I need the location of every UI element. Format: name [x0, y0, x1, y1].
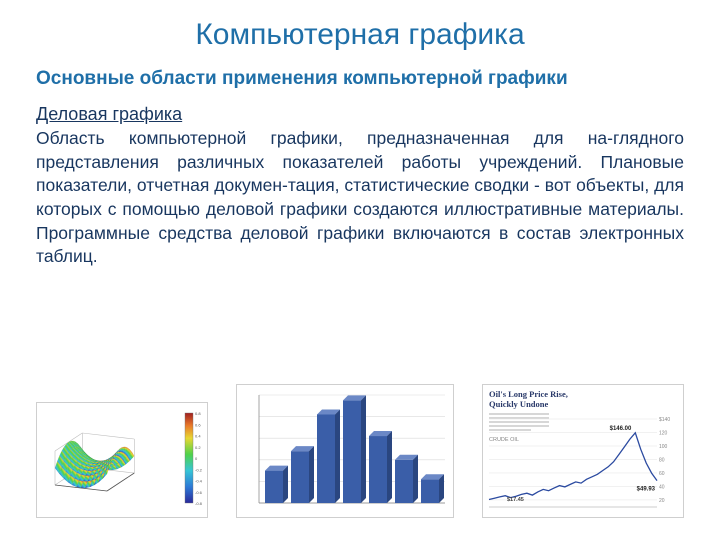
svg-text:20: 20	[659, 498, 665, 504]
figure-row: 0.80.60.40.20-0.2-0.4-0.6-0.8 Oil's Long…	[36, 384, 684, 518]
svg-text:120: 120	[659, 430, 668, 436]
svg-text:40: 40	[659, 484, 665, 490]
svg-text:$140: $140	[659, 417, 670, 423]
svg-text:$146.00: $146.00	[610, 426, 632, 432]
svg-text:$49.93: $49.93	[637, 487, 656, 493]
topic-heading: Деловая графика	[36, 104, 684, 125]
section-subtitle: Основные области применения компьютерной…	[36, 68, 684, 90]
svg-text:0.2: 0.2	[195, 445, 201, 450]
svg-text:-0.4: -0.4	[195, 479, 203, 484]
figure-surface-plot: 0.80.60.40.20-0.2-0.4-0.6-0.8	[36, 402, 208, 518]
svg-text:0.4: 0.4	[195, 434, 201, 439]
body-text: Область компьютерной графики, предназнач…	[36, 127, 684, 269]
svg-text:-0.2: -0.2	[195, 467, 203, 472]
svg-text:-0.8: -0.8	[195, 501, 203, 506]
svg-text:-0.6: -0.6	[195, 490, 203, 495]
svg-text:80: 80	[659, 457, 665, 463]
svg-text:Oil's Long Price Rise,: Oil's Long Price Rise,	[489, 389, 568, 399]
svg-text:100: 100	[659, 444, 668, 450]
figure-line-chart: Oil's Long Price Rise,Quickly Undone CRUD…	[482, 384, 684, 518]
svg-text:0.6: 0.6	[195, 422, 201, 427]
svg-text:Quickly Undone: Quickly Undone	[489, 399, 549, 409]
svg-text:CRUDE OIL: CRUDE OIL	[489, 437, 519, 443]
svg-text:$17.45: $17.45	[507, 497, 524, 503]
svg-text:60: 60	[659, 471, 665, 477]
svg-text:0.8: 0.8	[195, 411, 201, 416]
page-title: Компьютерная графика	[36, 18, 684, 52]
figure-bar-chart	[236, 384, 454, 518]
